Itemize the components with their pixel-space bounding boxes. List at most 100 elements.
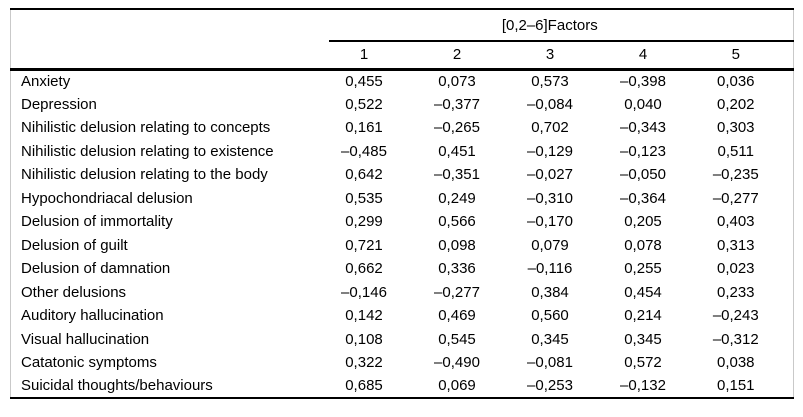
table-row: Nihilistic delusion relating to the body… (11, 163, 794, 187)
factor-value-cell: 0,685 (345, 377, 383, 395)
table-row: Delusion of damnation 0,662 0,336 –0,116 0,2… (11, 257, 794, 281)
factor-value-cell: –0,050 (620, 166, 666, 184)
factor-value-cell: 0,662 (345, 260, 383, 278)
factor-value-cell: 0,545 (438, 330, 476, 348)
table-row: Anxiety 0,455 0,073 0,573 –0,398 0,036 (11, 69, 794, 93)
row-label: Delusion of guilt (21, 236, 128, 254)
factor-value-cell: –0,235 (712, 166, 759, 184)
factor-value-cell: 0,403 (716, 213, 755, 231)
factor-value-cell: –0,129 (527, 142, 573, 160)
table-row: Delusion of guilt 0,721 0,098 0,079 0,078 0,3… (11, 234, 794, 258)
row-label: Other delusions (21, 283, 127, 301)
factor-value-cell: 0,299 (345, 213, 383, 231)
empty-cell (10, 41, 329, 71)
factor-value-cell: 0,205 (624, 213, 662, 231)
factor-value-cell: –0,253 (527, 377, 573, 395)
factor-value-cell: –0,343 (620, 119, 666, 137)
factor-value-cell: 0,345 (624, 330, 662, 348)
factor-value-cell: 0,233 (716, 283, 755, 301)
factor-value-cell: 0,322 (345, 354, 383, 372)
factor-value-cell: 0,255 (624, 260, 662, 278)
row-label: Auditory hallucination (21, 307, 164, 325)
factor-value-cell: 0,642 (345, 166, 383, 184)
row-label: Depression (21, 95, 97, 113)
factor-value-cell: 0,454 (624, 283, 662, 301)
factor-value-cell: 0,469 (438, 307, 476, 325)
row-label: Nihilistic delusion relating to existenc… (21, 142, 274, 160)
factor-value-cell: 0,535 (345, 189, 383, 207)
factor-value-cell: 0,702 (531, 119, 569, 137)
factor-value-cell: 0,384 (531, 283, 569, 301)
factor-value-cell: 0,249 (438, 189, 476, 207)
factor-value-cell: –0,243 (712, 307, 759, 325)
factor-value-cell: –0,081 (527, 354, 573, 372)
factor-value-cell: 0,303 (716, 119, 755, 137)
factor-value-cell: 0,108 (345, 330, 383, 348)
table-row: Catatonic symptoms 0,322 –0,490 –0,081 0,572… (11, 351, 794, 375)
factor-value-cell: 0,078 (624, 236, 662, 254)
factor-value-cell: –0,277 (434, 283, 480, 301)
factor-value-cell: –0,312 (712, 330, 759, 348)
factor-value-cell: 0,313 (716, 236, 755, 254)
factor-column-header: 4 (607, 41, 701, 71)
factor-value-cell: –0,116 (527, 260, 573, 278)
factor-value-cell: 0,572 (624, 354, 662, 372)
factor-value-cell: –0,170 (527, 213, 573, 231)
factor-value-cell: –0,351 (434, 166, 480, 184)
factor-value-cell: –0,490 (434, 354, 480, 372)
factor-value-cell: 0,161 (345, 119, 383, 137)
factor-value-cell: –0,146 (341, 283, 387, 301)
row-label: Delusion of immortality (21, 213, 173, 231)
factor-value-cell: –0,123 (620, 142, 666, 160)
factor-value-cell: 0,345 (531, 330, 569, 348)
factor-value-cell: 0,573 (531, 73, 569, 90)
factor-value-cell: 0,098 (438, 236, 476, 254)
factor-value-cell: –0,277 (712, 189, 759, 207)
factor-value-cell: –0,377 (434, 95, 480, 113)
factor-value-cell: –0,398 (620, 73, 666, 90)
factor-value-cell: 0,566 (438, 213, 476, 231)
factor-value-cell: 0,036 (716, 73, 755, 90)
table-row: Visual hallucination 0,108 0,545 0,345 0,345… (11, 328, 794, 352)
table-row: Nihilistic delusion relating to concepts… (11, 116, 794, 140)
factor-value-cell: 0,142 (345, 307, 383, 325)
row-label: Nihilistic delusion relating to concepts (21, 119, 271, 137)
factor-value-cell: 0,038 (716, 354, 755, 372)
factor-value-cell: 0,079 (531, 236, 569, 254)
factor-value-cell: 0,336 (438, 260, 476, 278)
row-label: Anxiety (21, 73, 71, 90)
factor-value-cell: 0,511 (717, 142, 754, 160)
factor-value-cell: –0,485 (341, 142, 387, 160)
table-body: Anxiety 0,455 0,073 0,573 –0,398 0,036 Depress… (11, 69, 794, 398)
factor-value-cell: –0,027 (527, 166, 573, 184)
factors-group-header: [0,2–6]Factors (328, 9, 794, 42)
factor-column-header: 2 (421, 41, 515, 71)
factor-value-cell: –0,084 (527, 95, 573, 113)
factor-value-cell: 0,073 (438, 73, 476, 90)
table-row: Suicidal thoughts/behaviours 0,685 0,069 –0… (11, 375, 794, 399)
factor-value-cell: 0,023 (716, 260, 755, 278)
table-row: Delusion of immortality 0,299 0,566 –0,170 0… (11, 210, 794, 234)
empty-corner-cell (11, 9, 329, 41)
row-label: Suicidal thoughts/behaviours (21, 377, 213, 395)
factor-value-cell: –0,132 (620, 377, 666, 395)
row-label: Catatonic symptoms (21, 354, 157, 372)
factor-value-cell: –0,265 (434, 119, 480, 137)
table-row: Depression 0,522 –0,377 –0,084 0,040 0,202 (11, 93, 794, 117)
table-row: Nihilistic delusion relating to existenc… (11, 140, 794, 164)
factor-value-cell: 0,560 (531, 307, 569, 325)
group-header-row: [0,2–6]Factors (11, 9, 794, 42)
row-label: Hypochondriacal delusion (21, 189, 193, 207)
factor-value-cell: –0,310 (527, 189, 573, 207)
table-row: Other delusions –0,146 –0,277 0,384 0,454 0,2… (11, 281, 794, 305)
table-row: Hypochondriacal delusion 0,535 0,249 –0,310… (11, 187, 794, 211)
factor-value-cell: 0,040 (624, 95, 662, 113)
factor-value-cell: 0,214 (624, 307, 662, 325)
factor-column-header: 3 (514, 41, 608, 71)
factor-value-cell: 0,202 (716, 95, 755, 113)
factor-value-cell: 0,451 (438, 142, 476, 160)
factor-value-cell: 0,455 (345, 73, 383, 90)
factor-value-cell: 0,522 (345, 95, 383, 113)
